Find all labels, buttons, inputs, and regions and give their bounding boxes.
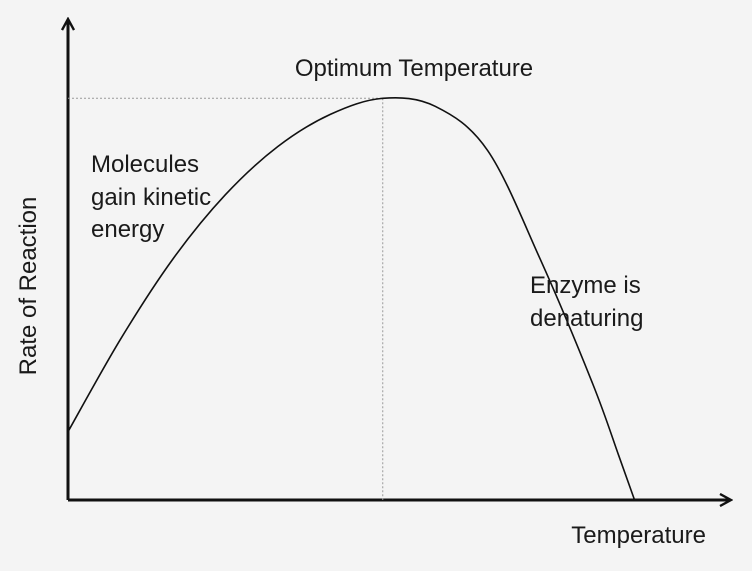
y-axis-label: Rate of Reaction: [15, 197, 42, 376]
annotation-rising-line-2: gain kinetic: [91, 184, 211, 211]
rate-curve-line: [67, 96, 636, 501]
annotation-rising-line-3: energy: [91, 216, 164, 243]
annotation-falling-line-1: Enzyme is: [530, 272, 641, 299]
x-axis-label: Temperature: [571, 522, 706, 549]
annotation-rising-line-1: Molecules: [91, 151, 199, 178]
annotation-falling-line-2: denaturing: [530, 305, 643, 332]
chart-title: Optimum Temperature: [295, 55, 533, 82]
